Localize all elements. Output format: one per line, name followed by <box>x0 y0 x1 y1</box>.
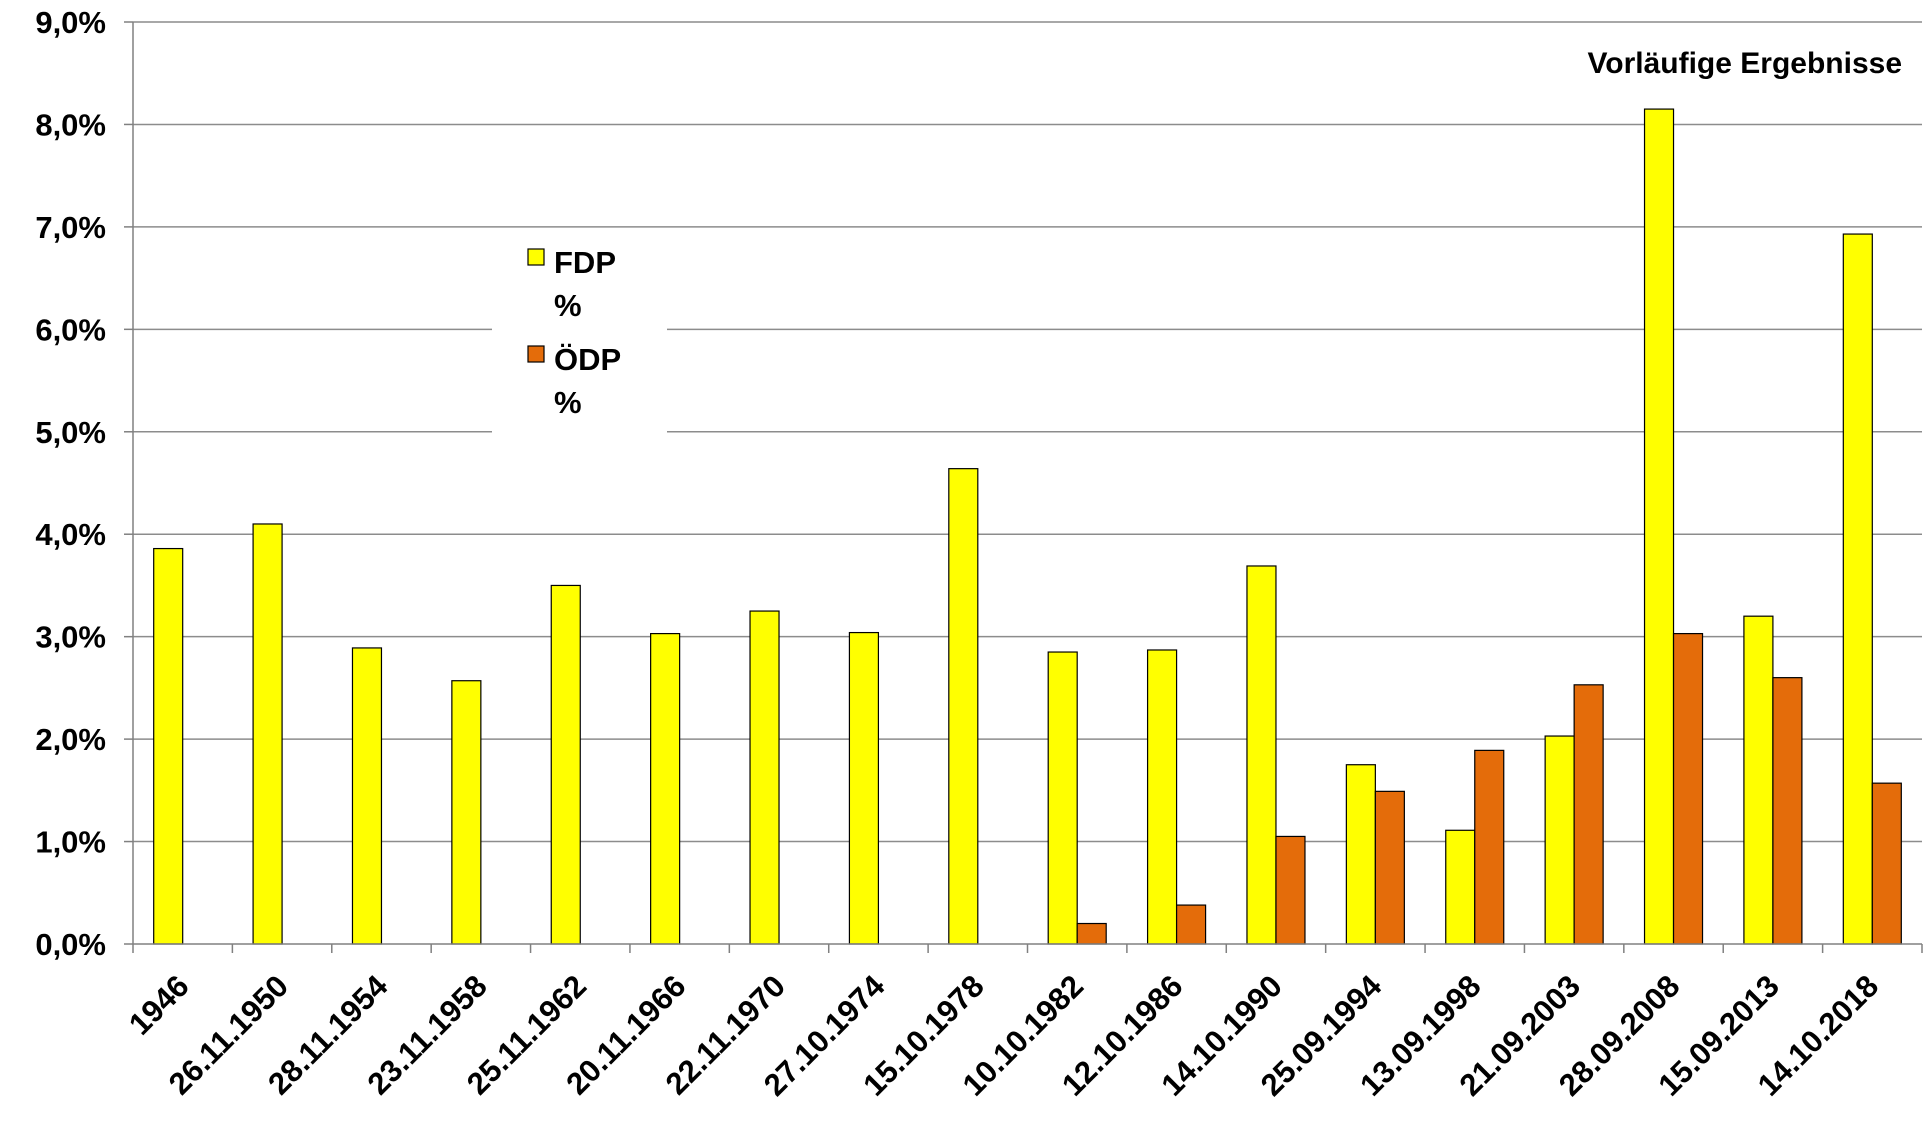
bar-fdp <box>252 523 283 945</box>
bar-fdp <box>1146 649 1178 945</box>
bar-fdp <box>1445 829 1476 945</box>
legend-label: % <box>554 288 582 323</box>
legend-swatch-fdp <box>527 248 545 266</box>
bar-fdp <box>948 468 979 945</box>
y-tick-label: 0,0% <box>35 927 106 962</box>
legend-label: % <box>554 385 582 420</box>
y-tick-label: 2,0% <box>35 722 106 757</box>
y-tick-label: 6,0% <box>35 312 106 347</box>
bar-fdp <box>153 547 184 945</box>
bar-odp <box>1474 749 1505 945</box>
y-tick-label: 9,0% <box>35 5 106 40</box>
x-tick-labels: 194626.11.195028.11.195423.11.195825.11.… <box>122 968 1885 1103</box>
y-tick-label: 4,0% <box>35 517 106 552</box>
bar-odp <box>1672 632 1704 945</box>
y-tick-label: 3,0% <box>35 620 106 655</box>
annotation-text: Vorläufige Ergebnisse <box>1587 47 1902 80</box>
bar-fdp <box>1246 565 1277 945</box>
bar-fdp <box>749 610 780 945</box>
bar-odp <box>1573 684 1604 945</box>
x-tick-label: 1946 <box>122 968 196 1042</box>
bar-fdp <box>1842 233 1873 945</box>
bar-fdp <box>1643 108 1675 945</box>
y-tick-label: 7,0% <box>35 210 106 245</box>
bar-odp <box>1871 782 1902 945</box>
bar-fdp <box>1544 735 1575 945</box>
legend-label: FDP <box>554 245 616 280</box>
bar-fdp <box>650 632 681 945</box>
bar-odp <box>1076 922 1107 945</box>
gridlines <box>133 21 1922 843</box>
bar-fdp <box>1047 651 1078 945</box>
bar-fdp <box>351 647 383 945</box>
y-tick-label: 1,0% <box>35 825 106 860</box>
bar-odp <box>1772 677 1803 945</box>
bar-odp <box>1275 835 1306 945</box>
y-tick-label: 5,0% <box>35 415 106 450</box>
legend-background <box>492 300 667 460</box>
legend: FDP% ÖDP% <box>492 245 667 460</box>
bar-fdp <box>848 631 880 945</box>
y-tick-label: 8,0% <box>35 107 106 142</box>
bar-fdp <box>550 584 581 945</box>
bar-odp <box>1175 904 1207 945</box>
bar-fdp <box>1345 764 1376 945</box>
bars <box>153 108 1902 945</box>
legend-label: ÖDP <box>554 342 621 377</box>
axes <box>124 21 1923 953</box>
y-tick-labels: 0,0% 1,0% 2,0% 3,0% 4,0% 5,0% 6,0% 7,0% 8,0% 9,0% <box>35 5 106 962</box>
legend-swatch-odp <box>527 345 545 363</box>
bar-odp <box>1374 790 1405 945</box>
bar-fdp <box>1743 615 1774 945</box>
bar-fdp <box>451 680 482 945</box>
